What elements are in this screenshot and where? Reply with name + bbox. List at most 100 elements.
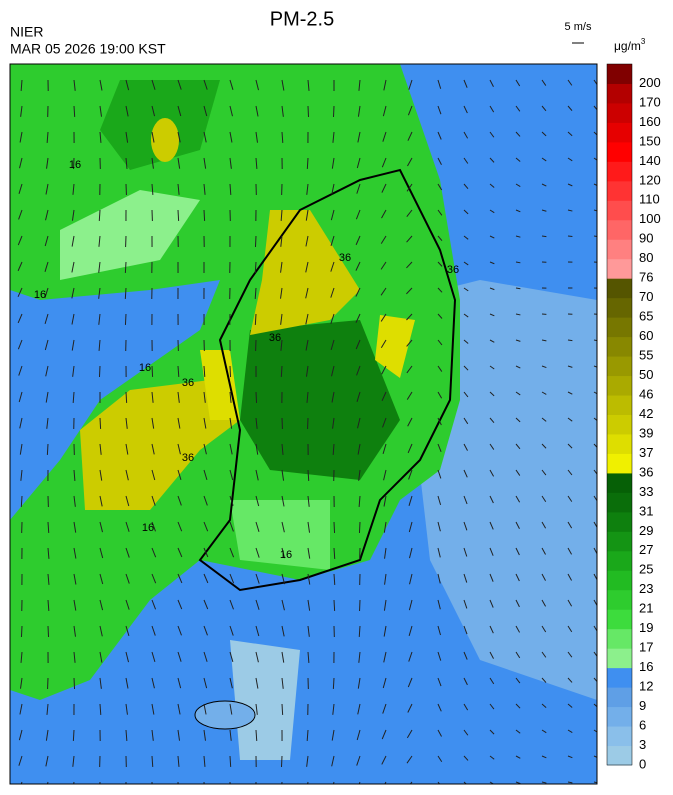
wind-arrow <box>307 105 310 117</box>
wind-arrow <box>47 625 50 637</box>
wind-arrow <box>203 703 207 715</box>
wind-arrow <box>151 729 154 741</box>
wind-arrow <box>19 703 23 715</box>
wind-arrow <box>177 391 180 403</box>
wind-arrow <box>463 547 468 557</box>
wind-arrow <box>151 703 155 715</box>
wind-arrow <box>255 729 258 741</box>
wind-arrow <box>380 339 387 349</box>
wind-arrow <box>151 417 155 429</box>
colorbar-label: 90 <box>639 231 653 246</box>
wind-arrow <box>306 729 309 741</box>
wind-arrow <box>229 625 234 636</box>
wind-arrow <box>593 625 597 632</box>
wind-arrow <box>515 495 521 503</box>
wind-arrow <box>20 79 23 91</box>
wind-arrow <box>437 729 442 737</box>
hot-zone-north <box>151 118 179 162</box>
wind-arrow <box>463 183 469 189</box>
colorbar-segment <box>607 219 632 240</box>
wind-arrow <box>541 391 547 395</box>
colorbar-segment <box>607 64 632 84</box>
wind-arrow <box>73 599 77 611</box>
wind-arrow <box>489 703 495 710</box>
colorbar-label: 39 <box>639 425 653 440</box>
wind-arrow <box>356 157 361 169</box>
wind-arrow <box>177 495 182 506</box>
wind-arrow <box>406 261 413 269</box>
wind-arrow <box>489 495 494 504</box>
colorbar-label: 55 <box>639 348 653 363</box>
wind-arrow <box>463 495 468 505</box>
colorbar-label: 76 <box>639 270 653 285</box>
wind-arrow <box>281 469 285 481</box>
wind-arrow <box>151 651 156 663</box>
wind-arrow <box>541 521 547 529</box>
wind-arrow <box>73 105 76 117</box>
wind-arrow <box>124 287 127 299</box>
wind-arrow <box>515 365 521 369</box>
datetime: MAR 05 2026 19:00 KST <box>10 41 166 57</box>
wind-arrow <box>593 651 597 658</box>
wind-arrow <box>151 443 155 455</box>
wind-arrow <box>381 157 387 168</box>
wind-arrow <box>515 547 520 556</box>
wind-arrow <box>593 703 597 708</box>
wind-arrow <box>203 729 206 741</box>
colorbar-segment <box>607 628 632 649</box>
wind-arrow <box>463 625 468 635</box>
wind-arrow <box>437 469 442 479</box>
colorbar-segment <box>607 531 632 552</box>
wind-arrow <box>46 417 49 429</box>
wind-arrow <box>489 313 495 317</box>
wind-arrow <box>151 105 156 117</box>
wind-arrow <box>355 235 361 246</box>
wind-arrow <box>255 469 259 481</box>
colorbar-segment <box>607 161 632 182</box>
wind-arrow <box>125 417 128 429</box>
wind-arrow <box>567 703 573 708</box>
wind-arrow <box>437 443 442 452</box>
wind-arrow <box>489 79 494 87</box>
wind-arrow <box>281 599 285 611</box>
wind-arrow <box>515 261 521 264</box>
wind-arrow <box>125 599 130 610</box>
wind-arrow <box>437 755 443 763</box>
wind-arrow <box>489 677 495 685</box>
wind-arrow <box>382 417 387 428</box>
wind-arrow <box>437 105 442 115</box>
wind-arrow <box>307 625 310 637</box>
wind-arrow <box>255 495 260 507</box>
wind-arrow <box>384 547 387 559</box>
wind-arrow <box>229 599 234 610</box>
wind-arrow <box>567 677 573 683</box>
wind-arrow <box>151 79 156 90</box>
hot-zone-east <box>375 315 415 378</box>
wind-arrow <box>515 417 521 423</box>
wind-arrow <box>177 755 180 767</box>
wind-arrow <box>408 79 413 90</box>
wind-arrow <box>125 625 130 637</box>
wind-arrow <box>383 469 387 481</box>
wind-arrow <box>437 521 441 532</box>
wind-arrow <box>463 131 469 139</box>
wind-arrow <box>541 443 547 449</box>
wind-arrow <box>125 131 129 143</box>
wind-arrow <box>280 287 283 299</box>
wind-arrow <box>255 651 259 663</box>
wind-arrow <box>541 547 546 555</box>
wind-arrow <box>151 625 156 636</box>
wind-arrow <box>406 755 413 764</box>
colorbar-frame <box>606 63 633 766</box>
colorbar-label: 9 <box>639 698 646 713</box>
contour-label: 16 <box>139 362 151 374</box>
wind-arrow <box>330 313 335 324</box>
wind-arrow <box>73 495 76 507</box>
wind-arrow <box>567 157 573 162</box>
wind-arrow <box>332 131 335 143</box>
wind-arrow <box>515 157 521 162</box>
wind-arrow <box>229 703 233 715</box>
contour-label: 36 <box>339 252 351 264</box>
wind-arrow <box>307 469 310 481</box>
wind-arrow <box>18 755 23 766</box>
